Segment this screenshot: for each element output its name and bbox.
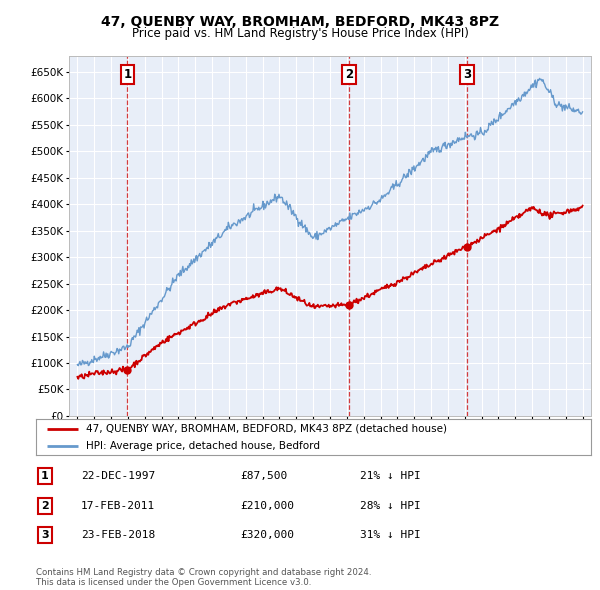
Text: 17-FEB-2011: 17-FEB-2011 xyxy=(81,501,155,510)
Text: 47, QUENBY WAY, BROMHAM, BEDFORD, MK43 8PZ (detached house): 47, QUENBY WAY, BROMHAM, BEDFORD, MK43 8… xyxy=(86,424,447,434)
Text: 1: 1 xyxy=(123,68,131,81)
Text: 2: 2 xyxy=(345,68,353,81)
Text: 28% ↓ HPI: 28% ↓ HPI xyxy=(360,501,421,510)
Text: 21% ↓ HPI: 21% ↓ HPI xyxy=(360,471,421,481)
Text: 22-DEC-1997: 22-DEC-1997 xyxy=(81,471,155,481)
Text: 2: 2 xyxy=(41,501,49,510)
Text: 23-FEB-2018: 23-FEB-2018 xyxy=(81,530,155,540)
Text: £87,500: £87,500 xyxy=(240,471,287,481)
Text: 31% ↓ HPI: 31% ↓ HPI xyxy=(360,530,421,540)
Text: HPI: Average price, detached house, Bedford: HPI: Average price, detached house, Bedf… xyxy=(86,441,320,451)
Text: 3: 3 xyxy=(463,68,471,81)
Text: 47, QUENBY WAY, BROMHAM, BEDFORD, MK43 8PZ: 47, QUENBY WAY, BROMHAM, BEDFORD, MK43 8… xyxy=(101,15,499,29)
Text: Contains HM Land Registry data © Crown copyright and database right 2024.
This d: Contains HM Land Registry data © Crown c… xyxy=(36,568,371,587)
Text: £320,000: £320,000 xyxy=(240,530,294,540)
Text: Price paid vs. HM Land Registry's House Price Index (HPI): Price paid vs. HM Land Registry's House … xyxy=(131,27,469,40)
Text: £210,000: £210,000 xyxy=(240,501,294,510)
Text: 3: 3 xyxy=(41,530,49,540)
Text: 1: 1 xyxy=(41,471,49,481)
